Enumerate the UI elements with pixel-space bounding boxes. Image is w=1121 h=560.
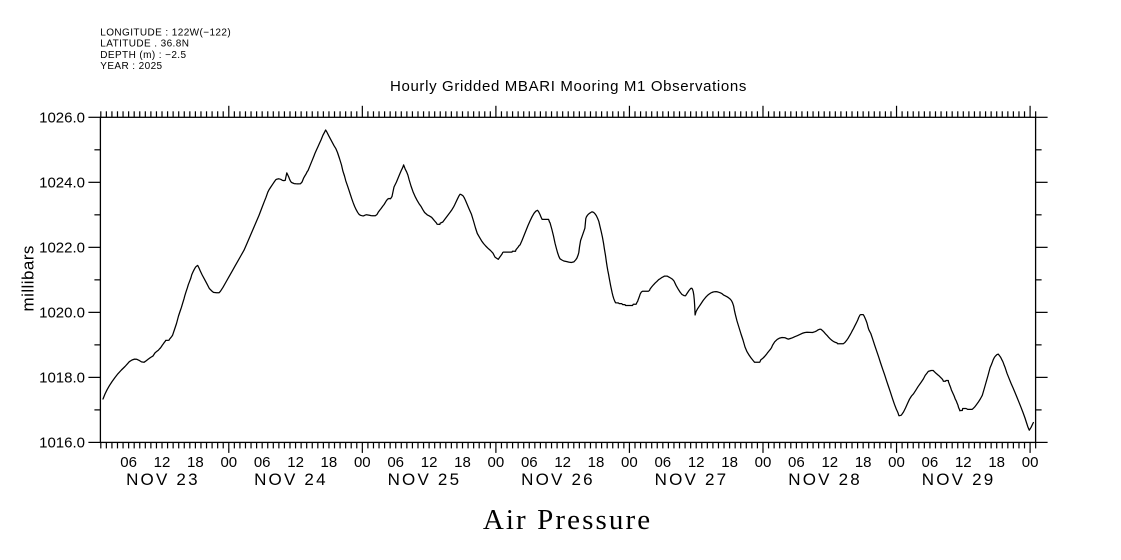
svg-text:00: 00 [1022,454,1039,471]
svg-text:00: 00 [220,454,237,471]
svg-text:12: 12 [554,454,571,471]
svg-text:06: 06 [254,454,271,471]
svg-text:NOV 23: NOV 23 [126,470,200,489]
svg-text:06: 06 [521,454,538,471]
svg-text:00: 00 [888,454,905,471]
svg-text:NOV 29: NOV 29 [922,470,996,489]
svg-text:06: 06 [922,454,939,471]
svg-text:06: 06 [387,454,404,471]
svg-text:1020.0: 1020.0 [39,305,85,322]
svg-text:1024.0: 1024.0 [39,175,85,192]
svg-text:LATITUDE . 36.8N: LATITUDE . 36.8N [100,39,189,50]
svg-text:NOV 25: NOV 25 [388,470,462,489]
svg-text:millibars: millibars [19,245,38,311]
svg-text:NOV 26: NOV 26 [521,470,595,489]
svg-text:LONGITUDE : 122W(−122): LONGITUDE : 122W(−122) [100,27,231,38]
svg-text:00: 00 [621,454,638,471]
svg-text:12: 12 [688,454,705,471]
svg-text:1016.0: 1016.0 [39,435,85,452]
svg-text:18: 18 [855,454,872,471]
svg-text:12: 12 [154,454,171,471]
svg-text:18: 18 [454,454,471,471]
svg-text:DEPTH (m) : −2.5: DEPTH (m) : −2.5 [100,50,186,61]
svg-text:12: 12 [421,454,438,471]
svg-text:00: 00 [488,454,505,471]
svg-text:12: 12 [821,454,838,471]
svg-text:Air Pressure: Air Pressure [483,504,652,536]
svg-text:1018.0: 1018.0 [39,370,85,387]
svg-text:00: 00 [755,454,772,471]
svg-text:06: 06 [788,454,805,471]
svg-text:12: 12 [287,454,304,471]
svg-text:12: 12 [955,454,972,471]
svg-text:1026.0: 1026.0 [39,110,85,127]
svg-text:1022.0: 1022.0 [39,240,85,257]
svg-text:18: 18 [321,454,338,471]
svg-text:00: 00 [354,454,371,471]
svg-text:YEAR : 2025: YEAR : 2025 [100,61,162,72]
svg-text:18: 18 [588,454,605,471]
svg-text:18: 18 [187,454,204,471]
svg-text:06: 06 [120,454,137,471]
svg-text:NOV 24: NOV 24 [254,470,328,489]
svg-text:NOV 27: NOV 27 [655,470,729,489]
svg-text:06: 06 [654,454,671,471]
svg-text:NOV 28: NOV 28 [788,470,862,489]
svg-text:18: 18 [988,454,1005,471]
svg-text:18: 18 [721,454,738,471]
svg-text:Hourly Gridded MBARI Mooring M: Hourly Gridded MBARI Mooring M1 Observat… [390,78,747,95]
